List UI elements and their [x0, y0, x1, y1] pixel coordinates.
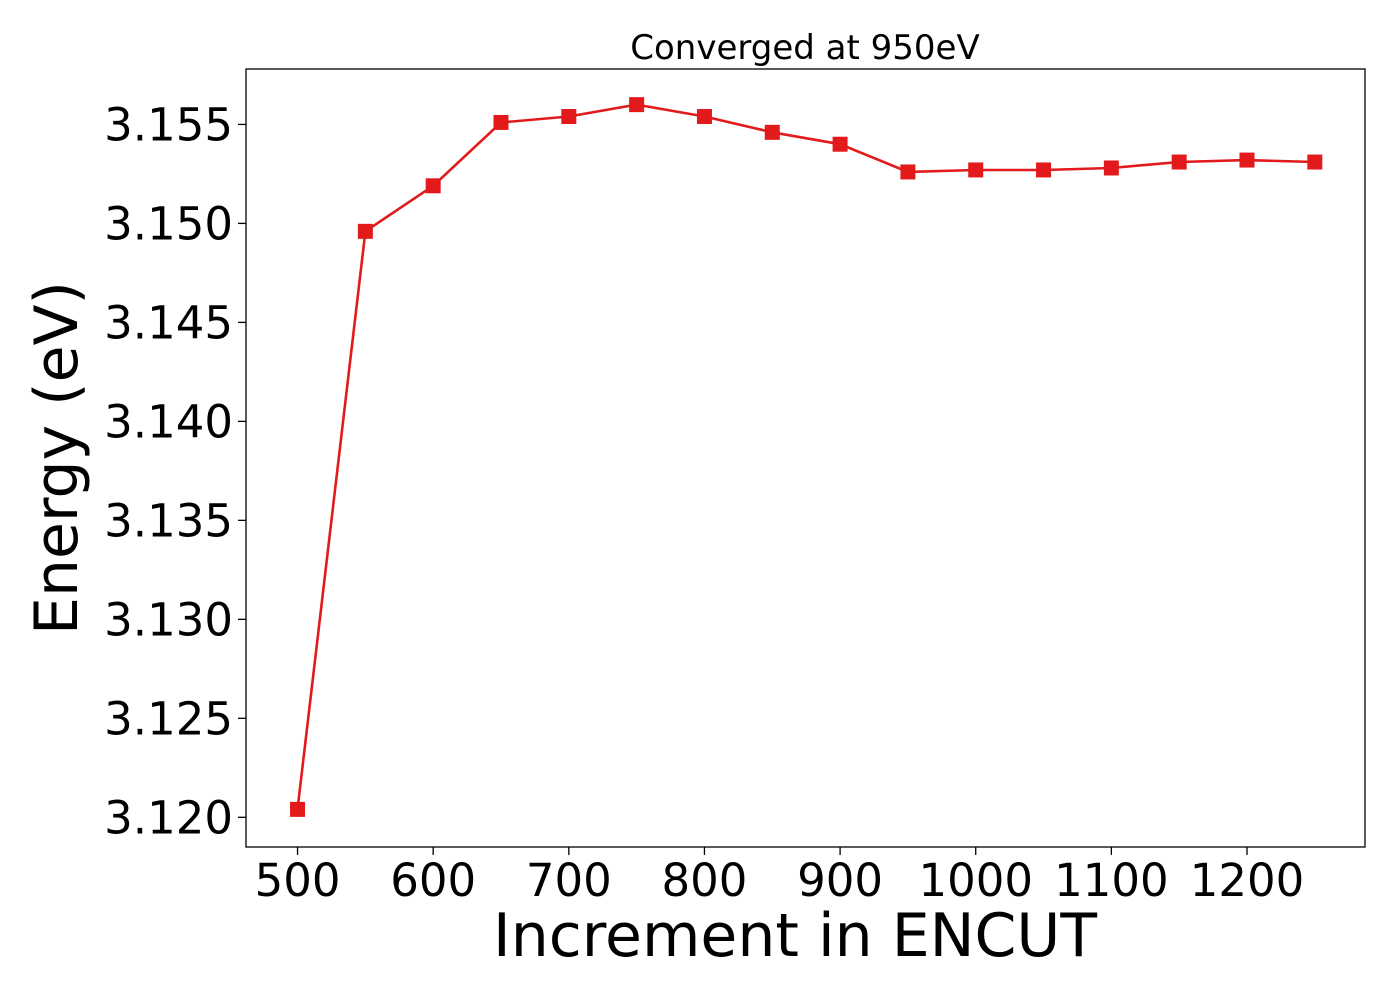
- y-tick-label: 3.140: [104, 395, 233, 448]
- data-point-marker: [1036, 162, 1052, 178]
- data-point-marker: [832, 136, 848, 152]
- y-tick-label: 3.120: [104, 791, 233, 844]
- x-tick-label: 1000: [918, 854, 1033, 907]
- data-point-marker: [357, 223, 373, 239]
- y-tick-label: 3.150: [104, 197, 233, 250]
- plot-frame: [245, 68, 1366, 848]
- data-point-marker: [1307, 154, 1323, 170]
- y-axis: 3.120 3.125 3.130 3.135 3.140 3.145 3.150 3.155: [104, 98, 246, 844]
- data-point-marker: [290, 801, 306, 817]
- data-point-marker: [629, 97, 645, 113]
- x-axis: 500 600 700 800 900 1000 1100 1200: [255, 847, 1305, 907]
- data-point-marker: [764, 124, 780, 140]
- x-tick-label: 500: [255, 854, 341, 907]
- data-point-marker: [425, 178, 441, 194]
- x-tick-label: 1100: [1054, 854, 1169, 907]
- y-tick-label: 3.145: [104, 296, 233, 349]
- data-point-marker: [968, 162, 984, 178]
- data-point-marker: [493, 114, 509, 130]
- data-point-marker: [900, 164, 916, 180]
- y-axis-label: Energy (eV): [22, 281, 92, 635]
- data-point-marker: [696, 109, 712, 125]
- x-tick-label: 900: [797, 854, 883, 907]
- x-tick-label: 1200: [1190, 854, 1305, 907]
- x-tick-label: 600: [390, 854, 476, 907]
- plot-area: [290, 97, 1323, 817]
- series-line: [296, 103, 1315, 810]
- data-point-marker: [1171, 154, 1187, 170]
- x-tick-label: 800: [661, 854, 747, 907]
- data-point-marker: [1239, 152, 1255, 168]
- data-point-marker: [1103, 160, 1119, 176]
- x-tick-label: 700: [526, 854, 612, 907]
- data-point-marker: [561, 109, 577, 125]
- y-tick-label: 3.155: [104, 98, 233, 151]
- y-tick-label: 3.130: [104, 593, 233, 646]
- chart-title: Converged at 950eV: [630, 28, 979, 68]
- y-tick-label: 3.135: [104, 494, 233, 547]
- x-axis-label: Increment in ENCUT: [493, 901, 1097, 971]
- y-tick-label: 3.125: [104, 692, 233, 745]
